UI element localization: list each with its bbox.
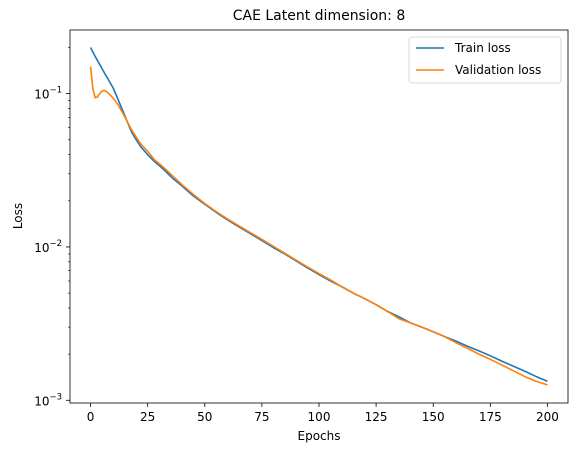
x-tick-label: 0: [87, 410, 95, 424]
y-tick-label: 10−3: [34, 392, 62, 408]
x-tick-label: 100: [308, 410, 331, 424]
y-tick-label: 10−2: [34, 239, 62, 255]
y-tick-label-base: 10: [34, 88, 49, 102]
y-tick-label-exponent: −3: [49, 392, 62, 402]
x-tick-label: 50: [197, 410, 212, 424]
x-tick-label: 125: [365, 410, 388, 424]
y-tick-label: 10−1: [34, 86, 62, 102]
x-tick-label: 25: [140, 410, 155, 424]
series-line-validation-loss: [89, 66, 548, 386]
y-tick-label-exponent: −1: [49, 86, 62, 96]
legend-label: Train loss: [454, 41, 511, 55]
x-tick-label: 175: [479, 410, 502, 424]
y-axis-label: Loss: [11, 203, 25, 229]
series-line-train-loss: [89, 47, 548, 383]
y-tick-label-base: 10: [34, 241, 49, 255]
y-tick-label-exponent: −2: [49, 239, 62, 249]
x-tick-label: 200: [536, 410, 559, 424]
y-axis: 10−310−210−1: [34, 47, 70, 408]
x-axis: 0 25 50 75 100 125 150 175 200: [87, 403, 559, 424]
x-tick-label: 150: [422, 410, 445, 424]
plot-area: [69, 29, 569, 404]
x-tick-label: 75: [254, 410, 269, 424]
chart-title: CAE Latent dimension: 8: [233, 8, 406, 24]
series-lines: [89, 47, 548, 386]
legend: Train loss Validation loss: [408, 36, 562, 84]
legend-box: [408, 36, 562, 84]
x-axis-label: Epochs: [298, 429, 341, 443]
y-tick-label-base: 10: [34, 394, 49, 408]
legend-label: Validation loss: [455, 63, 541, 77]
